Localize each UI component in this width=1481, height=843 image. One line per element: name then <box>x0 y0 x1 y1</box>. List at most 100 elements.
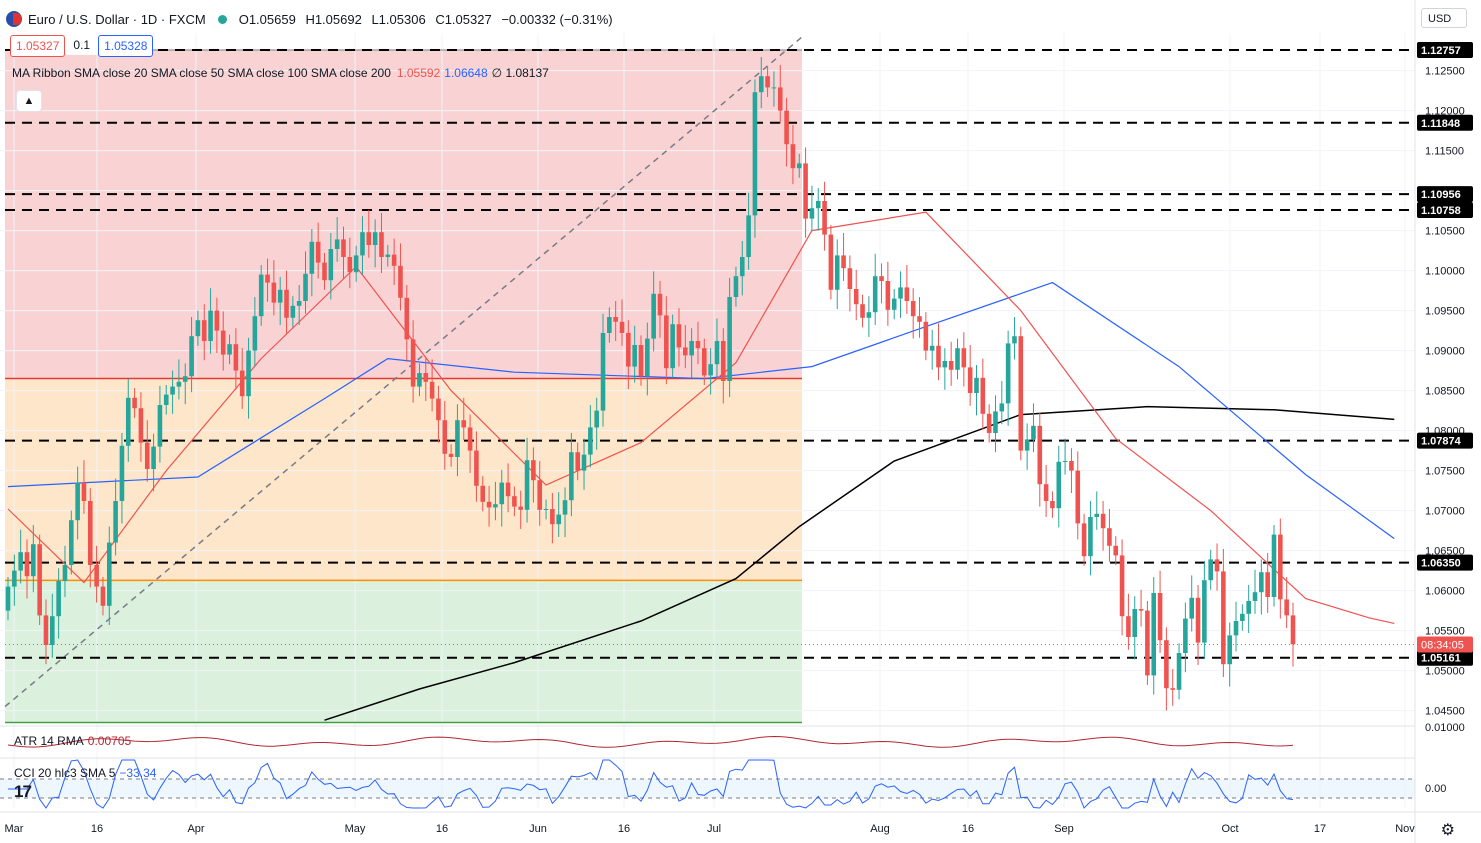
candle-body[interactable] <box>1012 336 1017 344</box>
candle-body[interactable] <box>227 344 232 355</box>
candle-body[interactable] <box>607 317 612 333</box>
candle-body[interactable] <box>847 268 853 289</box>
candle-body[interactable] <box>518 506 524 510</box>
candle-body[interactable] <box>581 454 587 471</box>
candle-body[interactable] <box>923 321 929 351</box>
candle-body[interactable] <box>87 501 93 565</box>
candle-body[interactable] <box>689 341 694 356</box>
candle-body[interactable] <box>1265 572 1270 597</box>
candle-body[interactable] <box>189 336 194 377</box>
candle-body[interactable] <box>208 310 213 341</box>
candle-body[interactable] <box>834 255 840 290</box>
candle-body[interactable] <box>170 386 175 395</box>
candle-body[interactable] <box>619 321 625 333</box>
candle-body[interactable] <box>1227 635 1232 665</box>
candle-body[interactable] <box>43 615 49 645</box>
candle-body[interactable] <box>239 370 245 397</box>
candle-body[interactable] <box>132 397 137 409</box>
candle-body[interactable] <box>360 232 365 256</box>
candle-body[interactable] <box>1138 609 1144 611</box>
candle-body[interactable] <box>645 338 650 377</box>
candle-body[interactable] <box>315 241 321 263</box>
tradingview-logo[interactable]: 17 <box>14 782 32 801</box>
candle-body[interactable] <box>1132 609 1138 637</box>
candle-body[interactable] <box>347 257 353 273</box>
candle-body[interactable] <box>391 254 397 266</box>
candle-body[interactable] <box>790 144 796 169</box>
candle-body[interactable] <box>1126 616 1131 637</box>
candle-body[interactable] <box>448 453 454 457</box>
candle-body[interactable] <box>100 586 106 606</box>
candle-body[interactable] <box>993 411 998 433</box>
candle-body[interactable] <box>138 408 144 443</box>
candle-body[interactable] <box>1176 653 1182 690</box>
candle-body[interactable] <box>512 496 517 507</box>
candle-body[interactable] <box>1088 517 1093 557</box>
candle-body[interactable] <box>455 420 460 457</box>
candle-body[interactable] <box>1233 621 1239 636</box>
candle-body[interactable] <box>1183 618 1188 653</box>
candle-body[interactable] <box>271 282 277 303</box>
ma-ribbon-legend[interactable]: MA Ribbon SMA close 20 SMA close 50 SMA … <box>12 66 549 80</box>
candle-body[interactable] <box>69 520 74 565</box>
candle-body[interactable] <box>328 249 334 281</box>
candle-body[interactable] <box>1278 534 1283 600</box>
candle-body[interactable] <box>891 298 897 310</box>
candle-body[interactable] <box>822 201 827 235</box>
candle-body[interactable] <box>1018 336 1024 451</box>
candle-body[interactable] <box>195 320 201 337</box>
candle-body[interactable] <box>1170 688 1176 690</box>
candle-body[interactable] <box>417 373 422 387</box>
candle-body[interactable] <box>410 339 416 387</box>
collapse-legend-button[interactable]: ▲ <box>16 90 42 112</box>
candle-body[interactable] <box>480 485 486 502</box>
candle-body[interactable] <box>1208 559 1213 581</box>
candle-body[interactable] <box>1050 501 1055 509</box>
candle-body[interactable] <box>62 565 68 581</box>
candle-body[interactable] <box>1259 572 1264 593</box>
candle-body[interactable] <box>955 348 960 370</box>
candle-body[interactable] <box>1246 601 1251 614</box>
candle-body[interactable] <box>683 347 688 356</box>
symbol-title[interactable]: Euro / U.S. Dollar · 1D · FXCM <box>28 11 206 27</box>
candle-body[interactable] <box>1284 599 1289 616</box>
candle-body[interactable] <box>929 345 935 351</box>
candle-body[interactable] <box>676 324 682 348</box>
candle-body[interactable] <box>809 208 815 219</box>
candle-body[interactable] <box>1113 545 1119 556</box>
candle-body[interactable] <box>866 312 872 318</box>
candle-body[interactable] <box>524 460 530 510</box>
candle-body[interactable] <box>277 289 283 303</box>
candle-body[interactable] <box>632 345 637 367</box>
candle-body[interactable] <box>1043 484 1049 501</box>
candle-body[interactable] <box>1024 439 1030 451</box>
candle-body[interactable] <box>1100 513 1106 529</box>
candle-body[interactable] <box>81 482 87 501</box>
candle-body[interactable] <box>746 215 751 257</box>
candle-body[interactable] <box>657 293 663 316</box>
candle-body[interactable] <box>784 110 789 145</box>
candle-body[interactable] <box>220 330 226 355</box>
atr-legend[interactable]: ATR 14 RMA 0.00705 <box>14 734 131 748</box>
candle-body[interactable] <box>777 87 783 111</box>
candle-body[interactable] <box>429 381 435 399</box>
bid-price[interactable]: 1.05327 <box>10 35 66 57</box>
candle-body[interactable] <box>860 304 865 318</box>
candle-body[interactable] <box>967 367 973 393</box>
candle-body[interactable] <box>37 544 42 616</box>
candle-body[interactable] <box>75 482 80 521</box>
candle-body[interactable] <box>18 552 23 571</box>
candle-body[interactable] <box>423 373 429 382</box>
candle-body[interactable] <box>651 293 656 339</box>
candle-body[interactable] <box>334 239 340 249</box>
candle-body[interactable] <box>714 341 720 365</box>
candle-body[interactable] <box>974 377 979 393</box>
candle-body[interactable] <box>1195 597 1201 643</box>
candle-body[interactable] <box>398 265 403 298</box>
candle-body[interactable] <box>1202 580 1207 643</box>
candle-body[interactable] <box>24 552 30 577</box>
candle-body[interactable] <box>771 87 777 89</box>
candle-body[interactable] <box>1062 461 1068 462</box>
candle-body[interactable] <box>303 273 308 301</box>
candle-body[interactable] <box>1290 615 1296 645</box>
